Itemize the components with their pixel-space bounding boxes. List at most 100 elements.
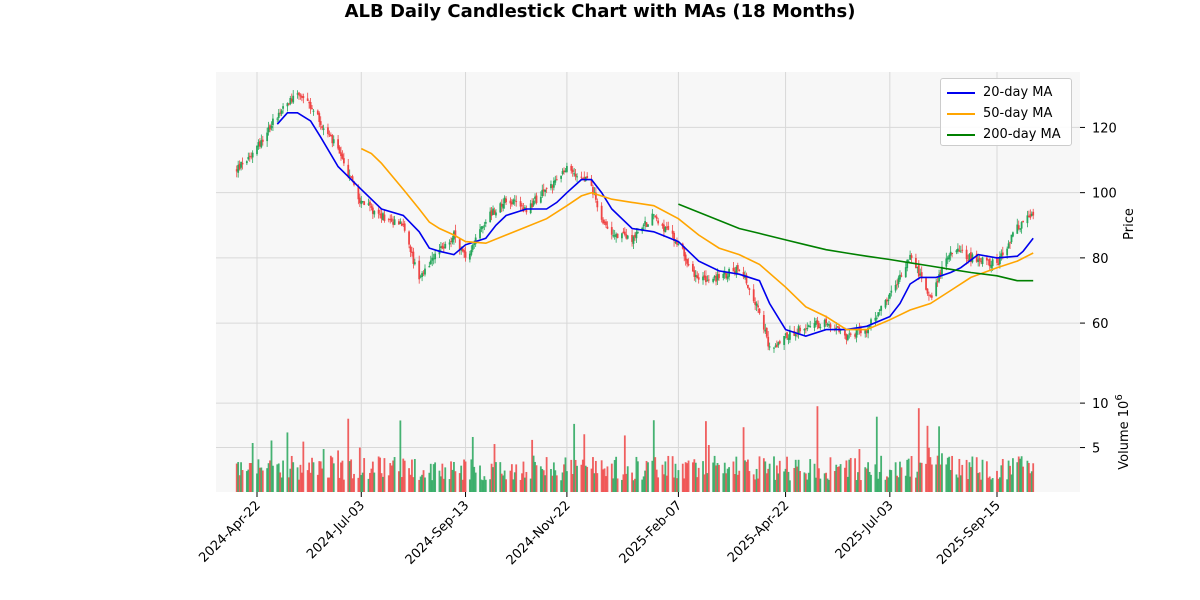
candle-body	[665, 226, 668, 228]
volume-bar	[545, 457, 548, 492]
candle-body	[957, 248, 959, 252]
volume-bar	[625, 473, 628, 492]
volume-bar	[509, 470, 512, 492]
volume-bar	[610, 463, 613, 492]
candle-body	[371, 207, 374, 214]
volume-bar	[581, 459, 584, 492]
candle-body	[510, 202, 513, 205]
volume-bar	[292, 462, 295, 492]
volume-bar	[816, 406, 819, 492]
candle-body	[786, 332, 788, 339]
candle-body	[877, 312, 880, 317]
volume-bar	[296, 467, 299, 492]
candle-body	[495, 212, 497, 216]
volume-bar	[718, 464, 720, 492]
volume-bar	[655, 469, 658, 492]
candle-body	[886, 299, 888, 302]
volume-bar	[835, 464, 838, 492]
volume-bar	[350, 459, 353, 492]
candle-body	[424, 268, 426, 275]
candle-body	[480, 226, 483, 230]
price-axis-label: Price	[1122, 208, 1137, 240]
candle-body	[544, 189, 547, 192]
candle-body	[948, 255, 951, 260]
candle-body	[552, 180, 555, 188]
volume-bar	[728, 467, 730, 492]
volume-bar	[563, 464, 565, 492]
candle-body	[667, 225, 670, 230]
volume-bar	[276, 464, 279, 492]
candle-body	[331, 135, 334, 144]
candle-body	[687, 264, 690, 266]
volume-bar	[1017, 456, 1020, 492]
ma-line-3	[678, 203, 1034, 282]
volume-bar	[483, 476, 486, 492]
candle-body	[657, 220, 660, 224]
volume-bar	[621, 479, 623, 492]
candle-body	[845, 334, 848, 340]
candle-body	[240, 162, 242, 168]
volume-bar	[247, 469, 250, 492]
volume-bar	[1019, 458, 1022, 492]
volume-bar	[322, 449, 325, 492]
volume-bar	[634, 478, 636, 492]
volume-bar	[919, 462, 922, 492]
volume-bar	[245, 471, 248, 492]
candle-body	[429, 260, 432, 265]
candle-body	[887, 299, 890, 301]
volume-bar	[635, 456, 638, 492]
candle-body	[693, 270, 696, 277]
candle-body	[408, 231, 410, 245]
moving-averages	[276, 112, 1034, 337]
candle-body	[461, 249, 464, 251]
volume-bar	[408, 468, 410, 492]
volume-bar	[363, 458, 366, 492]
volume-bar	[389, 463, 392, 492]
volume-bar	[358, 447, 361, 492]
volume-bar	[341, 460, 344, 492]
volume-bar	[987, 477, 990, 492]
candle-body	[1020, 222, 1023, 229]
candle-body	[602, 219, 605, 224]
volume-bar	[383, 458, 386, 492]
volume-bar	[360, 475, 363, 492]
volume-bar	[957, 477, 959, 492]
candle-body	[846, 335, 849, 340]
volume-bar	[807, 472, 810, 492]
volume-bar	[817, 468, 820, 492]
volume-bar	[632, 480, 635, 492]
legend-item: 200-day MA	[947, 124, 1065, 145]
price-panel-bg	[216, 72, 1080, 372]
volume-bar	[298, 479, 300, 492]
volume-bar	[592, 457, 594, 492]
volume-bar	[1010, 474, 1013, 492]
candle-body	[581, 178, 584, 180]
candle-body	[742, 272, 745, 278]
volume-bar	[267, 463, 270, 492]
candle-body	[632, 236, 635, 244]
volume-bar	[529, 478, 532, 492]
volume-bar	[513, 472, 516, 492]
volume-bar	[606, 466, 609, 492]
candle-body	[968, 253, 971, 261]
volume-bar	[722, 473, 725, 492]
candle-body	[936, 280, 939, 283]
volume-bar	[493, 444, 496, 492]
candle-body	[606, 226, 609, 229]
candle-body	[735, 266, 738, 275]
candle-body	[797, 326, 800, 333]
legend-swatch	[947, 91, 975, 94]
candle-body	[900, 275, 903, 277]
volume-bar	[684, 462, 687, 492]
candle-body	[621, 233, 623, 239]
candle-body	[894, 284, 897, 291]
candle-body	[503, 197, 506, 204]
volume-bar	[421, 474, 423, 492]
candle-body	[884, 300, 887, 308]
candle-body	[327, 127, 329, 134]
volume-bar	[641, 479, 644, 492]
volume-bar	[605, 476, 607, 492]
legend-item: 20-day MA	[947, 82, 1065, 103]
candle-body	[515, 201, 518, 203]
volume-bar	[290, 455, 293, 492]
